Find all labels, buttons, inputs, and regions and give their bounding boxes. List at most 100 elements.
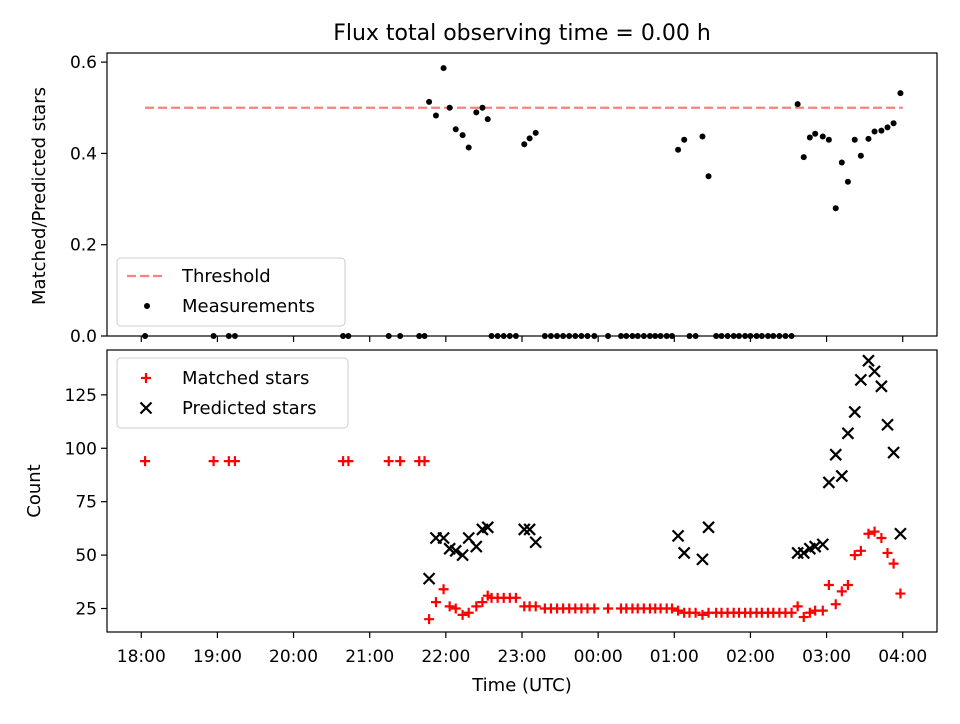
measurement-point — [465, 144, 472, 151]
predicted-stars-point — [449, 544, 463, 558]
measurement-point — [547, 333, 554, 339]
bottom-xtick-label: 20:00 — [269, 647, 318, 667]
measurement-point — [532, 129, 539, 136]
predicted-stars-point — [822, 476, 836, 489]
predicted-stars-point — [797, 546, 811, 560]
measurement-point — [730, 333, 737, 339]
predicted-stars-point — [829, 448, 843, 461]
measurement-point — [832, 205, 839, 212]
measurement-point — [742, 333, 749, 339]
bottom-panel-counts: 25 50 75 100 125 18:00 19:00 20:00 21:00 22:00 23:… — [65, 349, 938, 667]
predicted-stars-point — [862, 354, 875, 367]
bottom-xtick-label: 02:00 — [726, 647, 775, 667]
bottom-panel-ylabel: Count — [24, 464, 45, 517]
matched-stars-point — [450, 603, 461, 614]
measurement-point — [770, 333, 777, 339]
predicted-stars-point — [841, 427, 855, 440]
predicted-stars-point — [887, 446, 900, 459]
matched-stars-point — [849, 550, 860, 561]
predicted-stars-point — [875, 380, 888, 393]
measurement-point — [838, 159, 845, 166]
predicted-stars-point — [422, 572, 436, 585]
top-ytick-label: 0.4 — [70, 144, 97, 164]
measurement-point — [526, 135, 533, 142]
matched-stars-point — [438, 584, 449, 595]
bottom-panel-xlabel: Time (UTC) — [471, 675, 572, 696]
measurement-point — [473, 109, 480, 116]
matched-stars-point — [383, 456, 394, 467]
bottom-xtick-label: 19:00 — [193, 647, 242, 667]
measurement-point — [865, 135, 872, 142]
measurement-point — [736, 333, 743, 339]
matched-stars-point — [888, 558, 899, 569]
matched-stars-point — [792, 601, 803, 612]
measurement-point — [345, 333, 352, 339]
measurement-point — [421, 333, 428, 339]
matched-stars-point — [798, 612, 809, 623]
measurement-point — [521, 141, 528, 148]
matched-stars-point — [208, 456, 219, 467]
measurement-point — [225, 333, 232, 339]
predicted-stars-point — [456, 548, 469, 562]
legend-predicted-swatch — [139, 401, 153, 415]
top-ytick-label: 0.2 — [70, 236, 97, 256]
measurement-point — [634, 333, 641, 339]
measurement-point — [554, 333, 561, 339]
bottom-ytick-label: 25 — [75, 600, 97, 620]
measurement-point — [572, 333, 579, 339]
legend-measurements-label: Measurements — [182, 296, 315, 317]
predicted-stars-point — [437, 531, 450, 545]
measurement-point — [669, 333, 676, 339]
matched-stars-point — [510, 592, 521, 603]
measurement-point — [617, 333, 624, 339]
measurement-point — [806, 134, 813, 141]
predicted-stars-point — [835, 469, 849, 483]
measurement-point — [488, 333, 495, 339]
measurement-point — [800, 154, 807, 161]
measurement-point — [605, 333, 612, 339]
matched-stars-point — [830, 599, 841, 610]
measurement-point — [652, 333, 659, 339]
measurement-point — [724, 333, 731, 339]
measurement-point — [819, 133, 826, 140]
predicted-stars-point — [671, 529, 685, 543]
measurement-point — [663, 333, 670, 339]
measurement-point — [794, 101, 801, 108]
measurement-point — [452, 126, 459, 133]
matched-stars-point — [471, 601, 482, 612]
top-ytick-label: 0.6 — [70, 53, 97, 73]
measurement-point — [512, 333, 519, 339]
measurement-point — [812, 130, 819, 137]
measurement-point — [758, 333, 765, 339]
bottom-xtick-label: 22:00 — [421, 647, 470, 667]
measurement-point — [713, 333, 720, 339]
bottom-ytick-label: 50 — [75, 546, 97, 566]
measurement-point — [340, 333, 347, 339]
matched-stars-point — [444, 601, 455, 612]
top-ytick-label: 0.0 — [70, 327, 97, 347]
predicted-stars-point — [677, 546, 691, 560]
measurement-point — [890, 120, 897, 127]
measurement-point — [788, 333, 795, 339]
matched-stars-point — [804, 607, 815, 618]
top-panel-ratio: 0.0 0.2 0.4 0.6 Threshold Measurements — [70, 52, 938, 347]
predicted-stars-point — [696, 553, 709, 566]
predicted-stars-point — [848, 405, 862, 419]
predicted-stars-point — [523, 523, 536, 536]
measurement-point — [432, 112, 439, 119]
measurement-point — [210, 333, 217, 339]
measurement-point — [506, 333, 513, 339]
measurement-point — [764, 333, 771, 339]
measurement-point — [776, 333, 783, 339]
matched-stars-point — [842, 580, 853, 590]
measurement-point — [479, 104, 486, 111]
matched-stars-point — [229, 456, 240, 467]
matched-stars-point — [530, 601, 541, 612]
predicted-stars-point — [702, 521, 715, 534]
bottom-ytick-label: 125 — [65, 386, 97, 406]
measurement-point — [629, 333, 636, 339]
predicted-stars-point — [894, 527, 907, 541]
bottom-xtick-label: 18:00 — [117, 647, 166, 667]
matched-stars-point — [343, 456, 354, 467]
matched-stars-point — [424, 614, 435, 625]
